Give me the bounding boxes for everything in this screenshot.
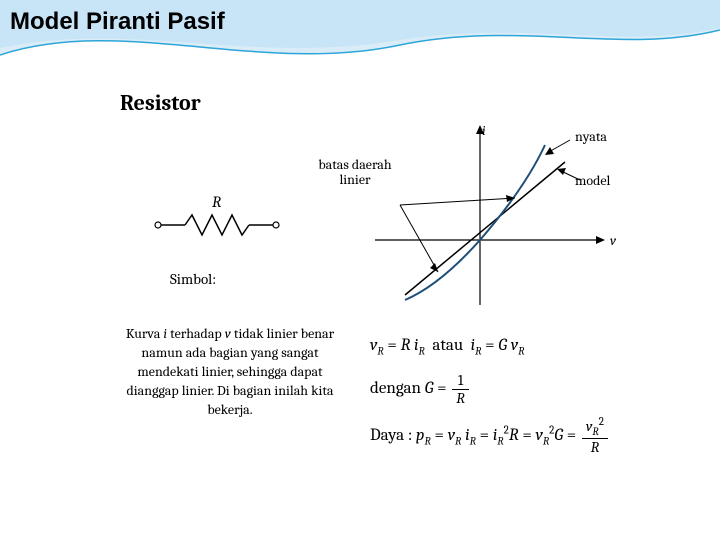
eq3-prefix: Daya : xyxy=(370,426,416,445)
zigzag-icon xyxy=(185,215,249,235)
batas-line-2 xyxy=(400,198,515,205)
arrow-v-icon xyxy=(596,236,605,244)
equations-block: vR = R iR atau iR = G vR dengan G = 1 R … xyxy=(370,330,670,466)
terminal-right-icon xyxy=(273,222,279,228)
resistor-R-label: R xyxy=(212,195,221,211)
label-batas: batas daerah linier xyxy=(310,157,400,188)
slide-title: Model Piranti Pasif xyxy=(10,8,225,36)
eq-row-2: dengan G = 1 R xyxy=(370,372,670,406)
model-line xyxy=(405,162,565,295)
batas-line-1 xyxy=(400,205,438,272)
frac-vR2overR: vR2 R xyxy=(582,416,608,456)
eq-row-1: vR = R iR atau iR = G vR xyxy=(370,330,670,362)
slide-subtitle: Resistor xyxy=(120,90,201,116)
body-paragraph: Kurva i terhadap v tidak linier benar na… xyxy=(110,325,350,419)
frac-1overR: 1 R xyxy=(452,372,469,406)
label-model: model xyxy=(575,172,610,189)
eq-row-3: Daya : pR = vR iR = iR2R = vR2G = vR2 R xyxy=(370,416,670,456)
symbol-label: Simbol: xyxy=(170,270,216,288)
model-arrow-icon xyxy=(557,168,566,175)
resistor-symbol: R xyxy=(150,195,290,265)
terminal-left-icon xyxy=(155,222,161,228)
label-nyata: nyata xyxy=(575,128,607,145)
eq2-prefix: dengan xyxy=(370,379,425,398)
nyata-arrow-icon xyxy=(545,147,554,155)
axis-label-i: i xyxy=(482,122,486,139)
axis-label-v: v xyxy=(610,232,616,249)
iv-graph xyxy=(350,120,610,320)
